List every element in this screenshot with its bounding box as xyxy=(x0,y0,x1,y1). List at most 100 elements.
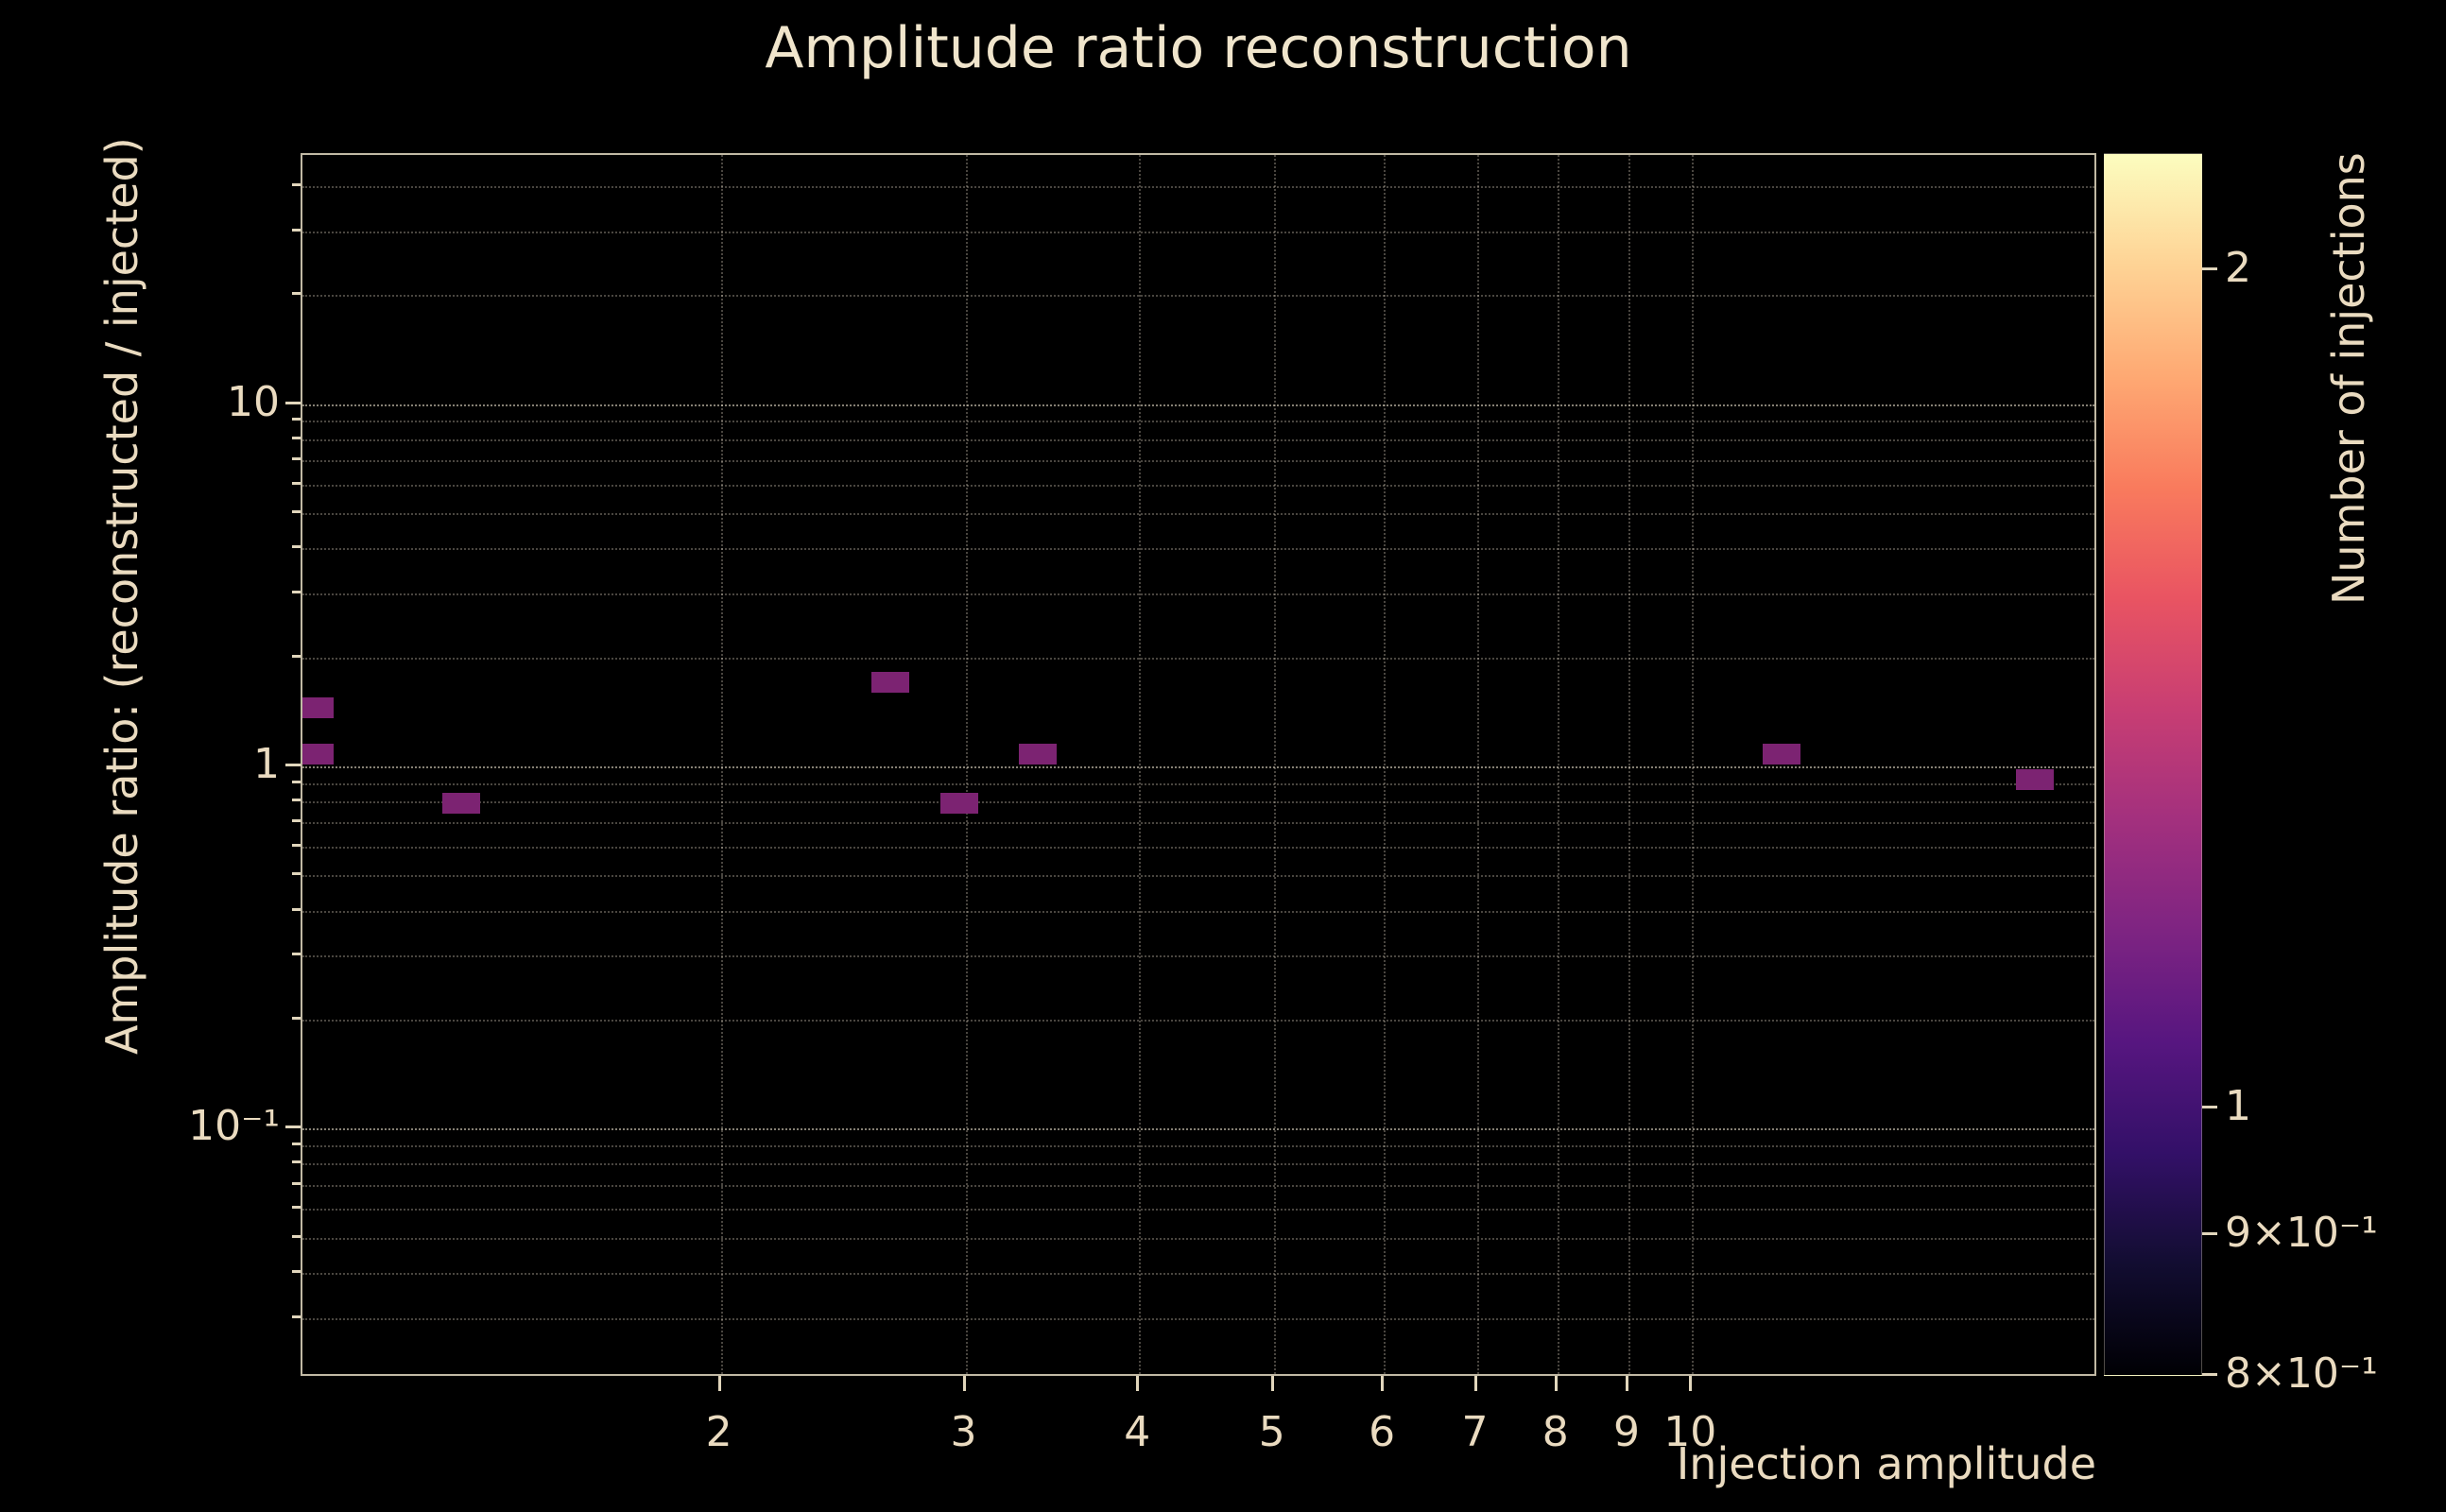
y-gridline-minor xyxy=(302,231,2094,233)
x-tick-label: 7 xyxy=(1461,1408,1489,1456)
x-gridline xyxy=(1273,155,1276,1374)
y-tick-label: 10 xyxy=(227,377,280,426)
y-minor-tick xyxy=(292,953,301,956)
y-gridline-major xyxy=(302,1128,2094,1131)
y-minor-tick xyxy=(292,436,301,439)
x-major-tick xyxy=(1473,1376,1477,1391)
y-major-tick xyxy=(285,764,301,767)
colorbar-tick-label: 9×10⁻¹ xyxy=(2225,1209,2378,1258)
x-major-tick xyxy=(1554,1376,1558,1391)
x-major-tick xyxy=(1381,1376,1385,1391)
y-gridline-minor xyxy=(302,801,2094,804)
x-major-tick xyxy=(962,1376,966,1391)
x-gridline xyxy=(1692,155,1695,1374)
y-gridline-minor xyxy=(302,421,2094,423)
x-major-tick xyxy=(717,1376,721,1391)
colorbar-tick xyxy=(2202,1232,2217,1236)
colorbar-tick xyxy=(2202,266,2217,270)
y-minor-tick xyxy=(292,654,301,658)
x-tick-label: 5 xyxy=(1258,1408,1285,1456)
x-tick-label: 9 xyxy=(1613,1408,1641,1456)
colorbar-tick xyxy=(2202,1105,2217,1108)
colorbar-tick xyxy=(2202,1373,2217,1376)
heatmap-cell xyxy=(302,744,334,765)
y-gridline-minor xyxy=(302,1163,2094,1166)
y-gridline-minor xyxy=(302,438,2094,441)
heatmap-cell xyxy=(871,671,910,693)
y-minor-tick xyxy=(292,907,301,911)
colorbar-tick-label: 1 xyxy=(2225,1081,2251,1130)
x-gridline xyxy=(965,155,968,1374)
y-gridline-minor xyxy=(302,1209,2094,1211)
x-gridline xyxy=(720,155,723,1374)
x-major-tick xyxy=(1136,1376,1140,1391)
y-minor-tick xyxy=(292,1314,301,1318)
x-gridline xyxy=(1384,155,1387,1374)
y-gridline-minor xyxy=(302,593,2094,596)
x-major-tick xyxy=(1270,1376,1274,1391)
y-minor-tick xyxy=(292,1016,301,1020)
y-minor-tick xyxy=(292,1234,301,1238)
y-minor-tick xyxy=(292,1206,301,1210)
y-gridline-minor xyxy=(302,1317,2094,1320)
colorbar-tick-label: 2 xyxy=(2225,243,2251,292)
y-gridline-minor xyxy=(302,782,2094,785)
colorbar-tick-label: 8×10⁻¹ xyxy=(2225,1349,2378,1398)
x-axis-label: Injection amplitude xyxy=(1676,1438,2096,1489)
y-tick-label: 1 xyxy=(253,740,280,789)
y-minor-tick xyxy=(292,457,301,461)
y-minor-tick xyxy=(292,1160,301,1164)
heatmap-cell xyxy=(302,697,334,719)
heatmap-cell xyxy=(441,793,480,815)
y-gridline-minor xyxy=(302,910,2094,913)
y-gridline-minor xyxy=(302,1144,2094,1147)
y-minor-tick xyxy=(292,183,301,187)
x-tick-label: 4 xyxy=(1124,1408,1151,1456)
heatmap-cell xyxy=(940,793,979,815)
x-tick-label: 10 xyxy=(1663,1408,1717,1456)
y-gridline-minor xyxy=(302,484,2094,487)
y-tick-label: 10⁻¹ xyxy=(188,1102,280,1151)
x-gridline xyxy=(1557,155,1559,1374)
y-minor-tick xyxy=(292,844,301,848)
x-gridline xyxy=(1476,155,1479,1374)
y-major-tick xyxy=(285,401,301,404)
y-gridline-minor xyxy=(302,186,2094,189)
y-gridline-minor xyxy=(302,548,2094,551)
heatmap-cell xyxy=(1018,744,1057,765)
y-minor-tick xyxy=(292,510,301,514)
y-gridline-minor xyxy=(302,1184,2094,1187)
y-minor-tick xyxy=(292,1142,301,1145)
colorbar-gradient xyxy=(2104,153,2202,1376)
y-gridline-minor xyxy=(302,513,2094,516)
y-minor-tick xyxy=(292,1269,301,1273)
y-gridline-minor xyxy=(302,295,2094,298)
colorbar-label: Number of injections xyxy=(2323,152,2374,605)
x-tick-label: 8 xyxy=(1542,1408,1569,1456)
x-gridline xyxy=(1628,155,1631,1374)
y-minor-tick xyxy=(292,418,301,421)
x-tick-label: 6 xyxy=(1369,1408,1396,1456)
x-gridline xyxy=(1139,155,1142,1374)
y-major-tick xyxy=(285,1125,301,1129)
y-minor-tick xyxy=(292,545,301,549)
y-minor-tick xyxy=(292,292,301,296)
y-gridline-minor xyxy=(302,822,2094,825)
y-minor-tick xyxy=(292,819,301,823)
y-axis-label: Amplitude ratio: (reconstructed / inject… xyxy=(96,137,147,1055)
y-gridline-minor xyxy=(302,1237,2094,1240)
y-gridline-major xyxy=(302,766,2094,769)
x-major-tick xyxy=(1689,1376,1693,1391)
plot-area xyxy=(301,153,2096,1376)
y-gridline-major xyxy=(302,404,2094,406)
y-minor-tick xyxy=(292,1181,301,1185)
heatmap-cell xyxy=(2016,768,2055,790)
y-gridline-minor xyxy=(302,875,2094,878)
y-gridline-minor xyxy=(302,657,2094,660)
x-tick-label: 2 xyxy=(705,1408,732,1456)
y-gridline-minor xyxy=(302,847,2094,850)
y-minor-tick xyxy=(292,780,301,783)
chart-title: Amplitude ratio reconstruction xyxy=(765,15,1632,81)
y-gridline-minor xyxy=(302,1019,2094,1022)
y-minor-tick xyxy=(292,481,301,485)
